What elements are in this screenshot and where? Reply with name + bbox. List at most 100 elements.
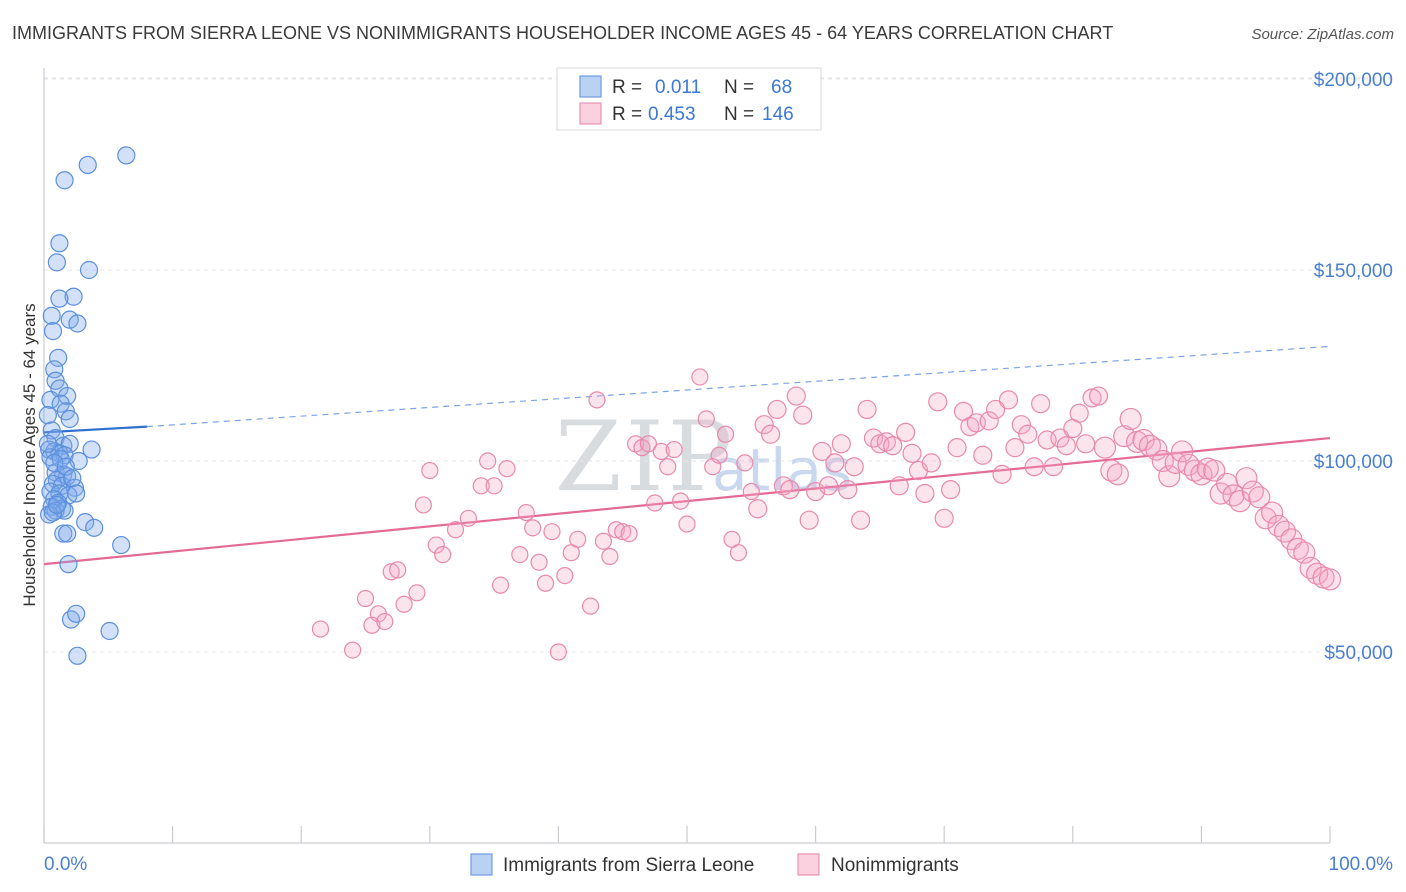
y-axis-label: Householder Income Ages 45 - 64 years (20, 303, 39, 606)
data-point-nonimmigrants (1100, 459, 1123, 482)
data-point-nonimmigrants (786, 386, 806, 406)
data-point-nonimmigrants (446, 521, 465, 539)
data-point-nonimmigrants (389, 561, 407, 579)
data-point-nonimmigrants (421, 461, 439, 480)
data-point-sierra-leone (59, 555, 78, 574)
axes (43, 68, 1331, 844)
stats-legend-n-value-2: 146 (762, 104, 794, 125)
data-point-nonimmigrants (607, 521, 625, 539)
data-point-nonimmigrants (639, 435, 658, 453)
data-point-nonimmigrants (1145, 438, 1168, 461)
data-point-nonimmigrants (614, 523, 632, 541)
data-point-nonimmigrants (382, 563, 400, 581)
data-point-nonimmigrants (928, 392, 948, 412)
data-point-sierra-leone (58, 386, 77, 406)
data-point-nonimmigrants (1050, 428, 1070, 448)
y-tick-label: $50,000 (1324, 643, 1393, 664)
stats-legend-swatch-pink (579, 102, 602, 125)
data-point-nonimmigrants (1171, 440, 1194, 463)
data-point-nonimmigrants (536, 574, 555, 592)
data-point-sierra-leone (82, 440, 101, 459)
data-point-nonimmigrants (395, 595, 413, 613)
y-tick-label: $200,000 (1314, 70, 1393, 91)
stats-legend-swatch-blue (579, 75, 602, 98)
data-point-nonimmigrants (998, 390, 1019, 410)
data-point-sierra-leone (42, 306, 61, 325)
stats-legend-r-value-2: 0.453 (648, 104, 696, 125)
data-point-nonimmigrants (652, 442, 670, 461)
data-point-nonimmigrants (1235, 467, 1258, 490)
data-point-nonimmigrants (511, 545, 529, 564)
data-point-nonimmigrants (729, 544, 748, 562)
data-point-sierra-leone (117, 146, 136, 165)
data-point-nonimmigrants (646, 494, 664, 512)
trend-line-nonimmigrants (43, 436, 1331, 566)
stats-legend: R = 0.011 N = 68 R = 0.453 N = 146 (556, 67, 822, 131)
data-point-nonimmigrants (691, 368, 709, 386)
data-point-sierra-leone (60, 409, 79, 429)
data-point-nonimmigrants (620, 524, 638, 543)
data-point-nonimmigrants (1158, 465, 1181, 488)
data-point-nonimmigrants (1076, 434, 1096, 454)
data-point-nonimmigrants (363, 616, 381, 634)
stats-legend-n-label-1: N = (724, 77, 754, 98)
data-point-nonimmigrants (697, 410, 715, 428)
data-point-nonimmigrants (678, 515, 696, 533)
data-point-nonimmigrants (1024, 457, 1044, 477)
data-point-nonimmigrants (472, 477, 490, 495)
data-point-nonimmigrants (844, 457, 864, 477)
x-tick-label-left: 0.0% (44, 854, 87, 875)
data-point-nonimmigrants (659, 458, 677, 476)
data-point-sierra-leone (56, 457, 75, 476)
data-point-nonimmigrants (1088, 386, 1109, 406)
stats-legend-r-label-2: R = (612, 104, 642, 125)
data-point-nonimmigrants (569, 530, 587, 548)
data-point-nonimmigrants (427, 536, 445, 554)
data-point-nonimmigrants (934, 508, 954, 528)
data-point-sierra-leone (50, 289, 69, 308)
data-point-nonimmigrants (1056, 436, 1076, 456)
data-point-nonimmigrants (754, 415, 774, 435)
data-point-sierra-leone (43, 322, 63, 341)
data-point-nonimmigrants (356, 589, 375, 608)
data-point-nonimmigrants (414, 496, 432, 514)
data-point-nonimmigrants (491, 576, 510, 594)
data-point-sierra-leone (67, 604, 86, 623)
data-point-nonimmigrants (857, 399, 877, 420)
series-nonimmigrants-points (311, 368, 1342, 661)
data-point-nonimmigrants (799, 510, 819, 530)
series-legend-swatch-pink (797, 853, 820, 876)
data-point-sierra-leone (55, 171, 74, 190)
series-legend-label-pink: Nonimmigrants (831, 855, 959, 876)
data-point-nonimmigrants (1093, 436, 1117, 459)
data-point-nonimmigrants (665, 440, 683, 459)
data-point-nonimmigrants (973, 445, 993, 465)
series-legend-swatch-blue (470, 853, 493, 876)
data-point-nonimmigrants (812, 441, 832, 462)
data-point-nonimmigrants (941, 480, 961, 500)
data-point-nonimmigrants (594, 532, 613, 550)
data-point-nonimmigrants (1069, 403, 1089, 423)
data-point-nonimmigrants (851, 510, 871, 530)
stats-legend-n-value-1: 68 (771, 77, 792, 98)
data-point-nonimmigrants (780, 480, 800, 500)
data-point-nonimmigrants (459, 509, 477, 527)
series-legend: Immigrants from Sierra Leone Nonimmigran… (470, 853, 959, 876)
y-tick-label: $150,000 (1314, 261, 1393, 282)
data-point-sierra-leone (68, 314, 87, 333)
data-point-nonimmigrants (498, 460, 516, 478)
series-legend-label-blue: Immigrants from Sierra Leone (503, 855, 754, 876)
trend-line-sierra-leone-extension (146, 345, 1331, 428)
data-point-nonimmigrants (485, 477, 503, 495)
data-point-nonimmigrants (1138, 434, 1162, 457)
data-point-nonimmigrants (748, 499, 768, 519)
data-point-nonimmigrants (1031, 394, 1051, 414)
data-point-nonimmigrants (902, 443, 922, 463)
data-point-nonimmigrants (376, 612, 394, 631)
data-point-sierra-leone (58, 524, 77, 543)
data-point-nonimmigrants (1018, 424, 1038, 444)
data-point-nonimmigrants (556, 566, 574, 585)
data-point-nonimmigrants (408, 584, 426, 602)
stats-legend-r-label-1: R = (612, 77, 642, 98)
data-point-nonimmigrants (1306, 562, 1329, 585)
